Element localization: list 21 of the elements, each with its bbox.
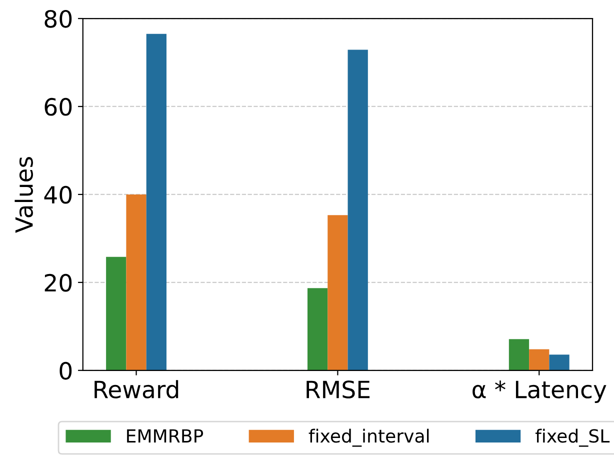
x-tick-label: Reward — [94, 380, 178, 398]
bar — [549, 354, 570, 370]
legend-label: EMMRBP — [127, 429, 204, 442]
bar — [529, 349, 550, 370]
y-tick-label: 20 — [44, 274, 72, 292]
bar — [146, 34, 166, 370]
x-tick-label: RMSE — [306, 380, 370, 398]
y-tick-label: 60 — [44, 98, 72, 116]
bar — [508, 339, 530, 370]
bar — [328, 215, 348, 370]
y-axis-title: Values — [14, 157, 33, 233]
bar — [106, 256, 126, 370]
y-tick-label: 40 — [44, 186, 72, 204]
x-tick-label: α * Latency — [472, 380, 606, 403]
y-tick-label: 0 — [60, 362, 72, 380]
legend-label: fixed_SL — [535, 428, 610, 447]
bar — [348, 50, 368, 370]
bar — [307, 288, 328, 370]
y-tick-label: 80 — [44, 10, 72, 28]
legend-label: fixed_interval — [308, 428, 429, 447]
bar — [126, 194, 146, 370]
